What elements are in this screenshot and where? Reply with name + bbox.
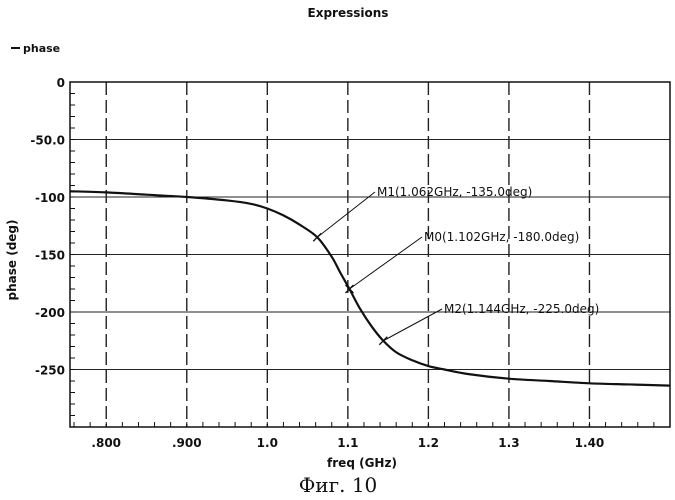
y-tick-label: 0	[57, 76, 65, 90]
x-tick-label: .800	[91, 436, 121, 450]
chart-title: Expressions	[308, 6, 389, 20]
horizontal-grid	[70, 139, 670, 370]
plot-frame	[69, 81, 671, 428]
x-tick-label: 1.40	[575, 436, 605, 450]
marker-label: M0(1.102GHz, -180.0deg)	[424, 230, 579, 244]
y-axis-label: phase (deg)	[5, 220, 19, 301]
marker-label: M2(1.144GHz, -225.0deg)	[444, 302, 599, 316]
markers: M1(1.062GHz, -135.0deg) M0(1.102GHz, -180…	[312, 185, 599, 346]
y-tick-label: -100	[35, 191, 65, 205]
marker-label: M1(1.062GHz, -135.0deg)	[377, 185, 532, 199]
legend-label-phase: phase	[23, 42, 60, 55]
y-tick-label: -200	[35, 306, 65, 320]
marker-point	[345, 284, 354, 294]
x-tick-labels: .800 .900 1.0 1.1 1.2 1.3 1.40	[91, 436, 604, 450]
series-line-phase	[69, 190, 671, 387]
x-axis-label: freq (GHz)	[327, 456, 397, 470]
figure-caption: Фиг. 10	[299, 473, 378, 497]
marker-point	[378, 336, 388, 346]
marker-point	[312, 232, 322, 242]
marker-leader	[349, 236, 423, 290]
legend: phase	[11, 42, 60, 55]
x-tick-label: 1.0	[257, 436, 278, 450]
x-tick-label: 1.1	[337, 436, 358, 450]
x-tick-label: 1.2	[418, 436, 439, 450]
y-tick-label: -50.0	[30, 134, 65, 148]
y-tick-label: -150	[35, 249, 65, 263]
marker-leader	[383, 308, 443, 342]
marker-leader	[316, 191, 376, 238]
x-tick-label: .900	[172, 436, 202, 450]
y-tick-labels: 0 -50.0 -100 -150 -200 -250	[30, 76, 65, 378]
x-tick-label: 1.3	[498, 436, 519, 450]
y-tick-label: -250	[35, 364, 65, 378]
minor-ticks	[70, 93, 655, 427]
